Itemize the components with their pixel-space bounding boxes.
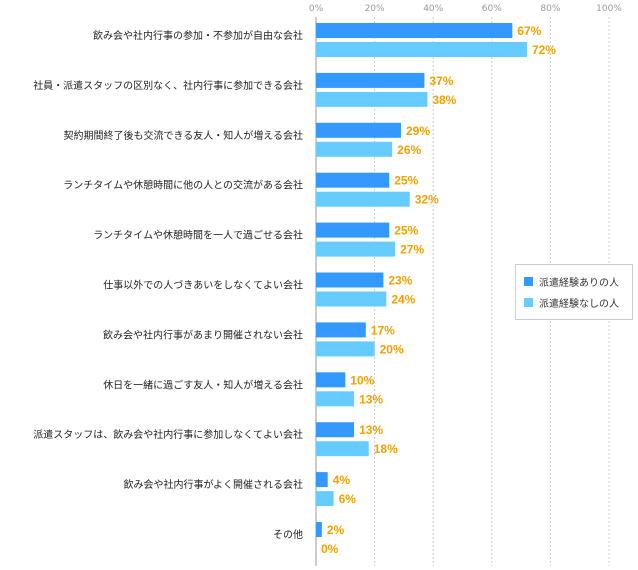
bar — [316, 42, 527, 57]
x-tick-label: 60% — [482, 4, 502, 14]
x-tick-label: 0% — [309, 4, 324, 14]
data-label: 24% — [391, 293, 415, 307]
bar — [316, 122, 401, 138]
category-label: 派遣スタッフは、飲み会や社内行事に参加しなくてよい会社 — [33, 428, 303, 441]
legend-label-series-1: 派遣経験ありの人 — [539, 278, 619, 289]
bar — [316, 72, 425, 88]
bar — [316, 291, 387, 307]
category-label: 休日を一緒に過ごす友人・知人が増える会社 — [103, 378, 303, 391]
bar — [316, 391, 355, 407]
bar — [316, 241, 396, 257]
x-tick-label: 80% — [540, 4, 560, 14]
data-label: 25% — [394, 224, 418, 238]
x-tick-label: 20% — [365, 4, 385, 14]
data-label: 20% — [380, 342, 404, 356]
bar — [316, 372, 346, 388]
data-label: 67% — [517, 24, 541, 38]
category-label: 飲み会や社内行事があまり開催されない会社 — [103, 328, 303, 341]
bar — [316, 422, 355, 438]
category-label: ランチタイムや休憩時間に他の人との交流がある会社 — [63, 179, 303, 192]
category-label: 飲み会や社内行事がよく開催される会社 — [124, 478, 304, 491]
data-label: 6% — [339, 492, 357, 506]
bar — [316, 222, 390, 238]
bar — [316, 172, 390, 188]
data-label: 4% — [333, 473, 351, 487]
data-label: 29% — [406, 124, 430, 138]
data-label: 13% — [359, 392, 383, 406]
data-label: 2% — [327, 523, 345, 537]
x-tick-label: 100% — [596, 4, 622, 14]
data-label: 17% — [371, 323, 395, 337]
legend-swatch-series-1 — [524, 277, 533, 286]
category-label: 契約期間終了後も交流できる友人・知人が増える会社 — [64, 129, 304, 142]
legend-item-series-2: 派遣経験なしの人 — [524, 292, 632, 313]
data-label: 23% — [388, 274, 412, 288]
bar — [316, 91, 428, 107]
bar — [316, 191, 410, 207]
data-label: 18% — [374, 442, 398, 456]
data-label: 26% — [397, 143, 421, 157]
data-label: 13% — [359, 423, 383, 437]
x-tick-label: 40% — [423, 4, 443, 14]
bar — [316, 441, 369, 457]
category-label: 飲み会や社内行事の参加・不参加が自由な会社 — [93, 29, 303, 42]
category-label: ランチタイムや休憩時間を一人で過ごせる会社 — [93, 229, 303, 242]
category-label: 仕事以外での人づきあいをしなくてよい会社 — [103, 279, 303, 292]
bar — [316, 272, 384, 288]
bar — [316, 141, 393, 157]
bar — [316, 341, 375, 357]
legend-item-series-1: 派遣経験ありの人 — [524, 271, 632, 292]
bar — [316, 322, 366, 338]
data-label: 25% — [394, 174, 418, 188]
bar — [316, 23, 513, 38]
bar — [316, 472, 328, 488]
data-label: 72% — [532, 43, 556, 57]
data-label: 32% — [415, 193, 439, 207]
category-label: その他 — [273, 528, 303, 541]
data-label: 37% — [429, 74, 453, 88]
category-label: 社員・派遣スタッフの区別なく、社内行事に参加できる会社 — [33, 79, 303, 92]
chart-legend: 派遣経験ありの人 派遣経験なしの人 — [515, 264, 633, 320]
bar — [316, 522, 322, 537]
data-label: 38% — [432, 93, 456, 107]
legend-label-series-2: 派遣経験なしの人 — [539, 299, 619, 310]
bar — [316, 491, 334, 507]
data-label: 27% — [400, 243, 424, 257]
legend-swatch-series-2 — [524, 298, 533, 307]
data-label: 10% — [350, 373, 374, 387]
data-label: 0% — [321, 542, 339, 556]
